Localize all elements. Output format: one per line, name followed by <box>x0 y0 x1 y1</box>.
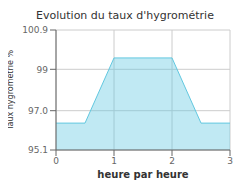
svg-text:100.9: 100.9 <box>22 25 48 35</box>
svg-text:97.0: 97.0 <box>28 106 48 116</box>
svg-text:95.1: 95.1 <box>28 145 48 155</box>
svg-text:99: 99 <box>37 65 49 75</box>
html-text:Evolution du taux d'hygrométri: Evolution du taux d'hygrométrie <box>36 9 214 22</box>
svg-text:3: 3 <box>227 156 233 166</box>
svg-text:1: 1 <box>111 156 117 166</box>
svg-text:heure par heure: heure par heure <box>97 169 188 180</box>
svg-text:0: 0 <box>53 156 59 166</box>
svg-text:Taux hygrométrie %: Taux hygrométrie % <box>8 50 15 132</box>
svg-text:2: 2 <box>169 156 175 166</box>
